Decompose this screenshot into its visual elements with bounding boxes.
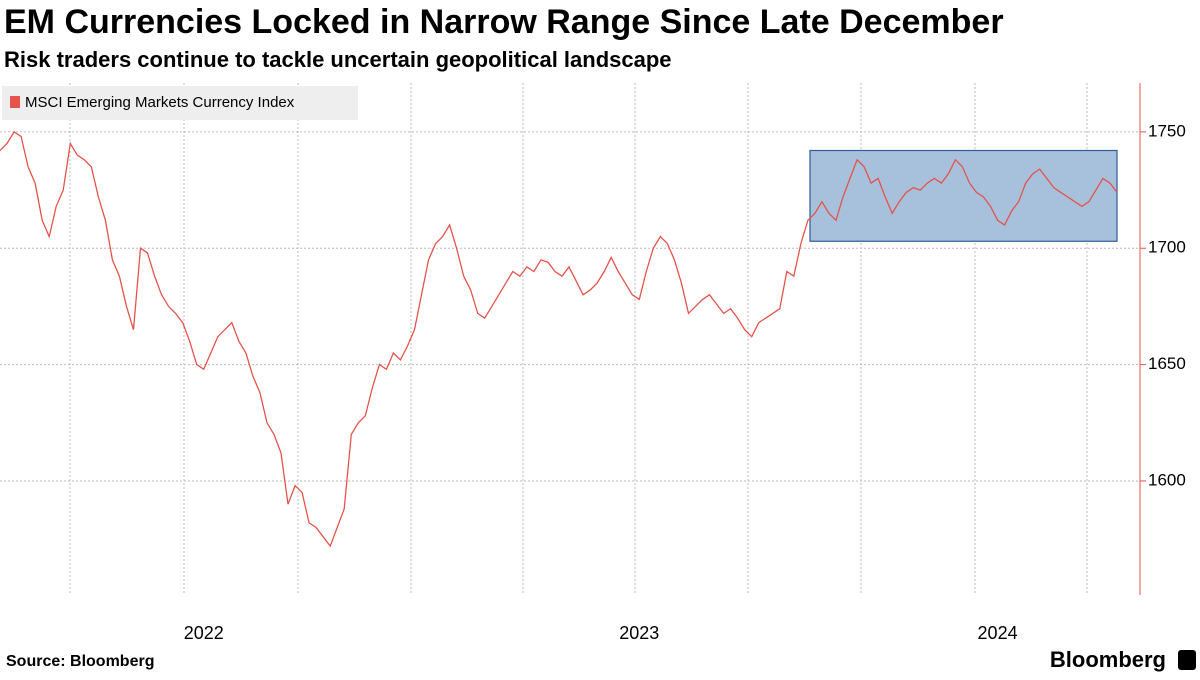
- y-tick-label: 1750: [1148, 121, 1186, 140]
- legend: MSCI Emerging Markets Currency Index: [2, 86, 358, 120]
- chart-subtitle: Risk traders continue to tackle uncertai…: [4, 47, 672, 72]
- brand-logo: Bloomberg: [1050, 647, 1166, 672]
- chart-title: EM Currencies Locked in Narrow Range Sin…: [4, 3, 1004, 41]
- legend-swatch: [10, 96, 20, 108]
- y-tick-label: 1650: [1148, 354, 1186, 373]
- brand-icon: [1178, 650, 1196, 670]
- legend-label: MSCI Emerging Markets Currency Index: [25, 94, 295, 111]
- y-tick-label: 1700: [1148, 238, 1186, 257]
- x-tick-label: 2024: [978, 623, 1018, 643]
- source-note: Source: Bloomberg: [6, 653, 154, 670]
- legend-box: [2, 86, 358, 120]
- y-tick-label: 1600: [1148, 470, 1186, 489]
- x-tick-label: 2022: [184, 623, 224, 643]
- x-tick-label: 2023: [619, 623, 659, 643]
- data-line: [0, 130, 1118, 548]
